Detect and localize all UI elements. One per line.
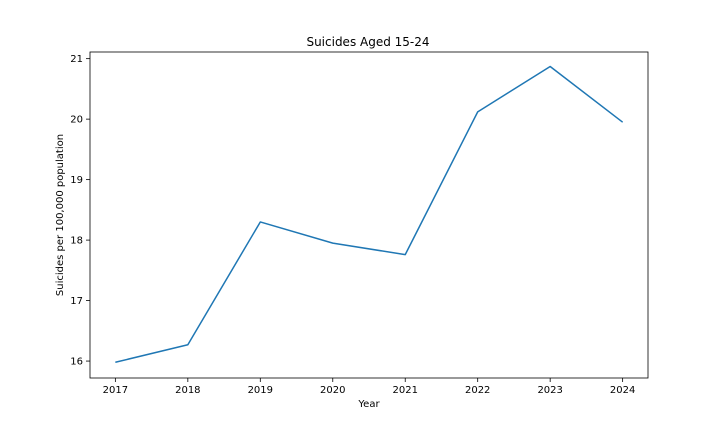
- series-layer: [115, 65, 624, 363]
- x-axis-label: Year: [357, 399, 380, 410]
- x-tick-label: 2021: [393, 385, 418, 396]
- y-axis: 16 17 18 19 20 21: [70, 54, 90, 368]
- y-tick-label: 16: [70, 357, 83, 368]
- y-tick-label: 21: [70, 54, 83, 65]
- y-tick-label: 20: [70, 115, 83, 126]
- x-tick-label: 2018: [175, 385, 200, 396]
- series-line: [115, 65, 624, 363]
- x-tick-label: 2020: [320, 385, 345, 396]
- x-tick-label: 2019: [248, 385, 273, 396]
- y-tick-label: 18: [70, 236, 83, 247]
- y-tick-label: 19: [70, 175, 83, 186]
- y-tick-label: 17: [70, 296, 83, 307]
- x-tick-label: 2023: [537, 385, 562, 396]
- chart-title: Suicides Aged 15-24: [306, 35, 429, 49]
- y-axis-label: Suicides per 100,000 population: [55, 134, 66, 296]
- x-tick-label: 2017: [103, 385, 128, 396]
- x-tick-label: 2024: [610, 385, 635, 396]
- x-axis: 2017 2018 2019 2020 2021 2022 2023 2024: [103, 378, 635, 396]
- x-tick-label: 2022: [465, 385, 490, 396]
- plot-area: [89, 51, 649, 379]
